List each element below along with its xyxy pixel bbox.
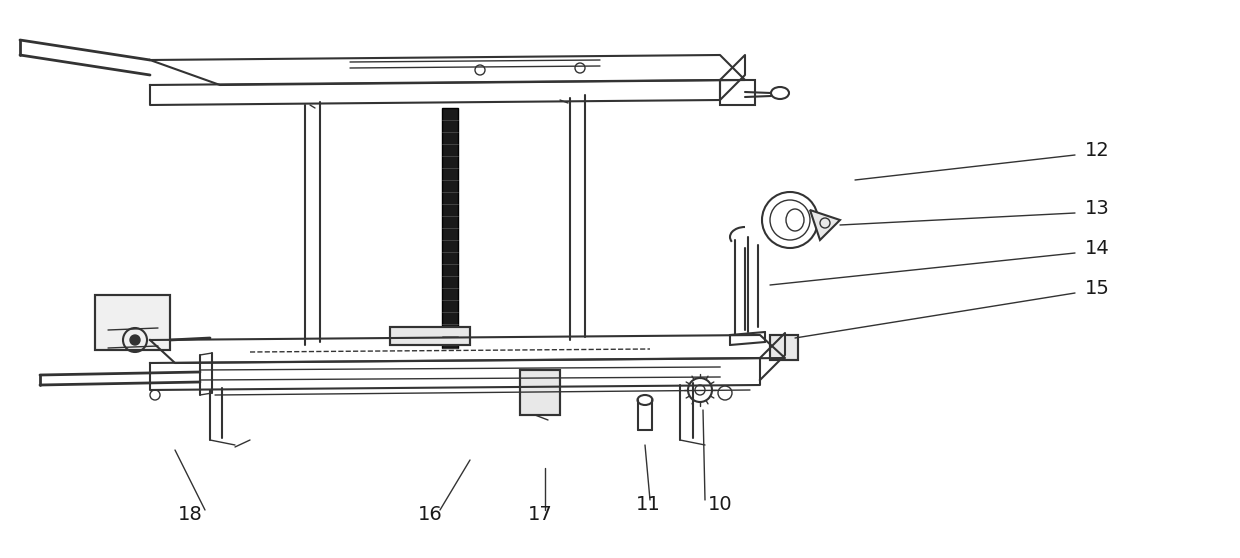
Bar bbox=[391, 327, 470, 345]
Bar bbox=[520, 370, 560, 415]
Polygon shape bbox=[810, 210, 839, 240]
Bar bbox=[770, 335, 799, 360]
Bar bbox=[770, 335, 799, 360]
Text: 15: 15 bbox=[1085, 278, 1110, 297]
Text: 14: 14 bbox=[1085, 238, 1110, 257]
Bar bbox=[441, 108, 458, 348]
Bar bbox=[391, 327, 470, 345]
Text: 17: 17 bbox=[528, 506, 552, 525]
Text: 16: 16 bbox=[418, 506, 443, 525]
Text: 12: 12 bbox=[1085, 141, 1110, 160]
Circle shape bbox=[130, 335, 140, 345]
Text: 13: 13 bbox=[1085, 199, 1110, 218]
Bar bbox=[720, 80, 755, 105]
Text: 18: 18 bbox=[177, 506, 202, 525]
Bar bbox=[95, 295, 170, 350]
Bar bbox=[520, 370, 560, 415]
Bar bbox=[95, 295, 170, 350]
Text: 10: 10 bbox=[708, 496, 733, 514]
Text: 11: 11 bbox=[636, 496, 661, 514]
